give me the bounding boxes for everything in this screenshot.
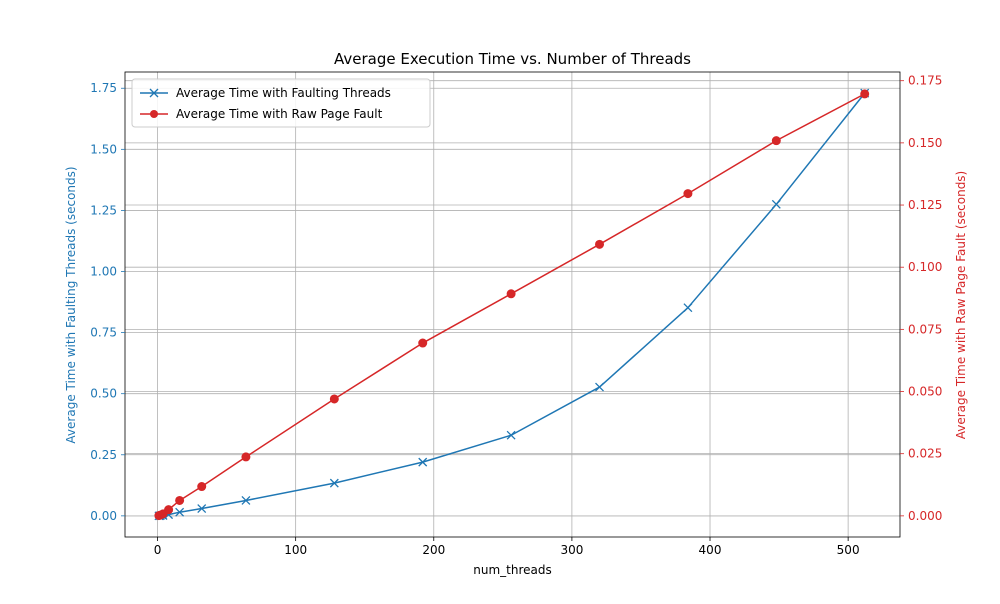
data-point xyxy=(595,382,604,392)
legend-marker xyxy=(150,110,158,118)
y-left-tick-label: 1.50 xyxy=(90,142,117,156)
y-right-tick-label: 0.175 xyxy=(908,74,942,88)
legend-marker xyxy=(149,88,159,98)
y-left-tick-label: 1.75 xyxy=(90,81,117,95)
y-right-tick-label: 0.000 xyxy=(908,509,942,523)
legend-label: Average Time with Raw Page Fault xyxy=(176,107,383,121)
y-left-tick-label: 0.25 xyxy=(90,448,117,462)
plot-frame xyxy=(124,71,901,538)
data-point xyxy=(506,289,516,299)
data-point xyxy=(771,136,781,146)
data-point xyxy=(329,394,339,404)
data-point-stroke xyxy=(506,430,516,440)
series-line-1 xyxy=(158,92,866,517)
legend-entry: Average Time with Raw Page Fault xyxy=(140,107,383,121)
axes-layer: 0 100 200 300 400 500 0.00 0.25 0.50 0.75 1.00 1.25… xyxy=(90,71,942,557)
y-left-tick-label: 1.25 xyxy=(90,203,117,217)
data-point-stroke xyxy=(683,303,693,313)
data-point xyxy=(329,478,339,488)
data-point xyxy=(197,482,207,492)
data-point xyxy=(418,338,428,348)
data-point xyxy=(506,430,516,440)
x-tick-label: 500 xyxy=(837,543,860,557)
y-left-tick-label: 0.00 xyxy=(90,509,117,523)
y-right-tick-label: 0.050 xyxy=(908,385,942,399)
y-right-tick-label: 0.150 xyxy=(908,136,942,150)
legend-box xyxy=(131,78,431,128)
y-right-tick-label: 0.125 xyxy=(908,198,942,212)
data-point xyxy=(175,507,185,517)
data-point xyxy=(683,303,693,313)
y-right-tick-label: 0.025 xyxy=(908,447,942,461)
data-point-stroke xyxy=(595,382,604,392)
y-left-tick-label: 1.00 xyxy=(90,265,117,279)
data-point-stroke xyxy=(418,457,428,467)
x-tick-label: 400 xyxy=(699,543,722,557)
data-point xyxy=(860,89,870,99)
legend-entry: Average Time with Faulting Threads xyxy=(140,86,391,100)
x-tick-label: 200 xyxy=(422,543,445,557)
data-point xyxy=(418,457,428,467)
y-left-tick-label: 0.75 xyxy=(90,326,117,340)
x-tick-label: 0 xyxy=(154,543,162,557)
data-point xyxy=(595,239,605,249)
data-point xyxy=(771,199,781,209)
legend: Average Time with Faulting Threads Averag… xyxy=(131,78,431,128)
data-point xyxy=(175,495,185,505)
y-right-tick-label: 0.100 xyxy=(908,260,942,274)
y-axis-left-label: Average Time with Faulting Threads (seco… xyxy=(64,166,78,443)
data-point xyxy=(164,505,174,515)
data-point-stroke xyxy=(175,507,185,517)
data-point-stroke xyxy=(329,478,339,488)
data-point-stroke xyxy=(197,504,207,513)
y-axis-right-label: Average Time with Raw Page Fault (second… xyxy=(954,171,968,440)
x-axis-label: num_threads xyxy=(473,563,552,577)
x-tick-label: 300 xyxy=(560,543,583,557)
chart-title: Average Execution Time vs. Number of Thr… xyxy=(334,50,691,68)
x-tick-label: 100 xyxy=(284,543,307,557)
data-point xyxy=(683,189,693,199)
series-line-2 xyxy=(158,93,866,517)
y-left-tick-label: 0.50 xyxy=(90,387,117,401)
grid-layer xyxy=(125,72,900,537)
data-point xyxy=(197,504,207,513)
series-layer xyxy=(154,88,870,521)
data-point xyxy=(241,452,251,462)
data-point xyxy=(241,496,251,505)
data-point-stroke xyxy=(241,496,251,505)
legend-label: Average Time with Faulting Threads xyxy=(176,86,391,100)
y-right-tick-label: 0.075 xyxy=(908,322,942,336)
data-point-stroke xyxy=(771,199,781,209)
